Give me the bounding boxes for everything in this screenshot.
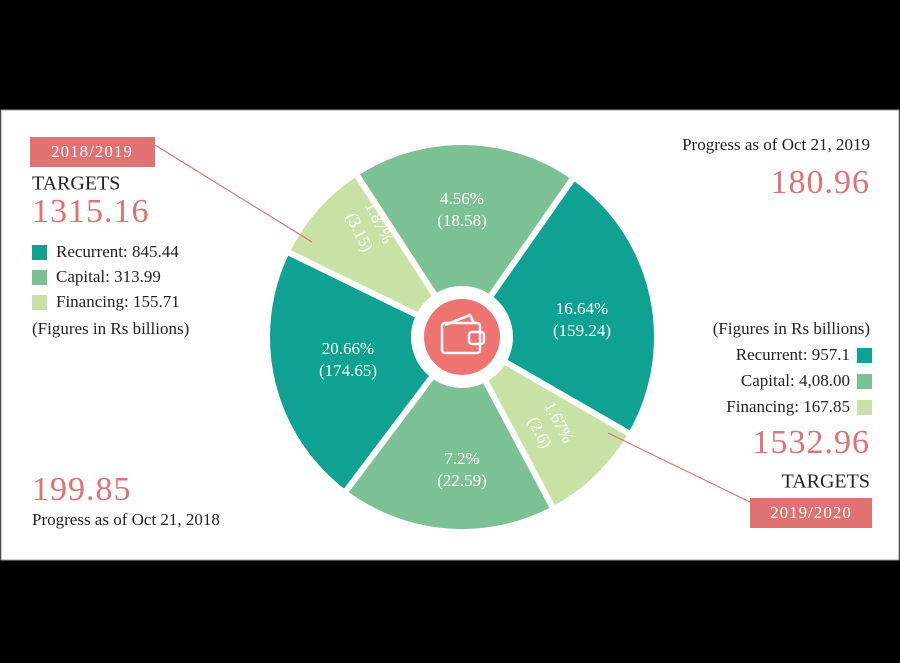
legend-swatch [857, 400, 872, 415]
segment-percent: 4.56% [440, 189, 484, 208]
progress-value: 199.85 [32, 471, 132, 508]
wedge-label: 4.56% (18.58) [437, 189, 487, 230]
period: 2018/2019 [51, 142, 133, 161]
legend-swatch [857, 374, 872, 389]
legend-swatch [32, 270, 47, 285]
note: (Figures in Rs billions) [713, 319, 870, 338]
targets-label: TARGETS [32, 173, 120, 195]
wallet-icon [440, 313, 486, 355]
progress-label: Progress as of Oct 21, 2018 [32, 510, 220, 529]
legend-entry: Financing: 155.71 [56, 292, 180, 311]
legend-entry: Recurrent: 957.1 [736, 345, 850, 364]
period: 2019/2020 [770, 503, 852, 522]
segment-percent: 20.66% [322, 339, 374, 358]
connector [607, 432, 753, 504]
segment-amount: (159.24) [553, 321, 611, 340]
badge [750, 498, 872, 528]
badge [30, 137, 155, 167]
progress-label: Progress as of Oct 21, 2019 [682, 135, 870, 154]
legend-swatch [32, 295, 47, 310]
wedge [264, 247, 438, 497]
wedge-label: 7.2% (22.59) [437, 449, 487, 490]
segment-percent: 16.64% [556, 299, 608, 318]
connector [154, 144, 313, 243]
legend-swatch [857, 348, 872, 363]
legend-entry: Capital: 4,08.00 [741, 371, 850, 390]
legend-entry: Recurrent: 845.44 [56, 242, 179, 261]
wedge-label: 16.64% (159.24) [553, 299, 611, 340]
progress-value: 180.96 [771, 164, 871, 201]
targets-value: 1532.96 [753, 424, 871, 461]
icon-circle [424, 299, 500, 375]
segment-amount: (22.59) [437, 471, 487, 490]
wedge-label: 20.66% (174.65) [319, 339, 377, 380]
legend-entry: Capital: 313.99 [56, 267, 161, 286]
segment-amount: (174.65) [319, 361, 377, 380]
note: (Figures in Rs billions) [32, 319, 189, 338]
legend-entry: Financing: 167.85 [726, 397, 850, 416]
pie: 4.56%(18.58)16.64%(159.24)1.67%(2.6)7.2%… [264, 139, 660, 535]
segment-amount: (18.58) [437, 211, 487, 230]
targets-value: 1315.16 [32, 193, 150, 230]
legend-swatch [32, 245, 47, 260]
targets-label: TARGETS [782, 471, 870, 493]
segment-percent: 7.2% [444, 449, 479, 468]
